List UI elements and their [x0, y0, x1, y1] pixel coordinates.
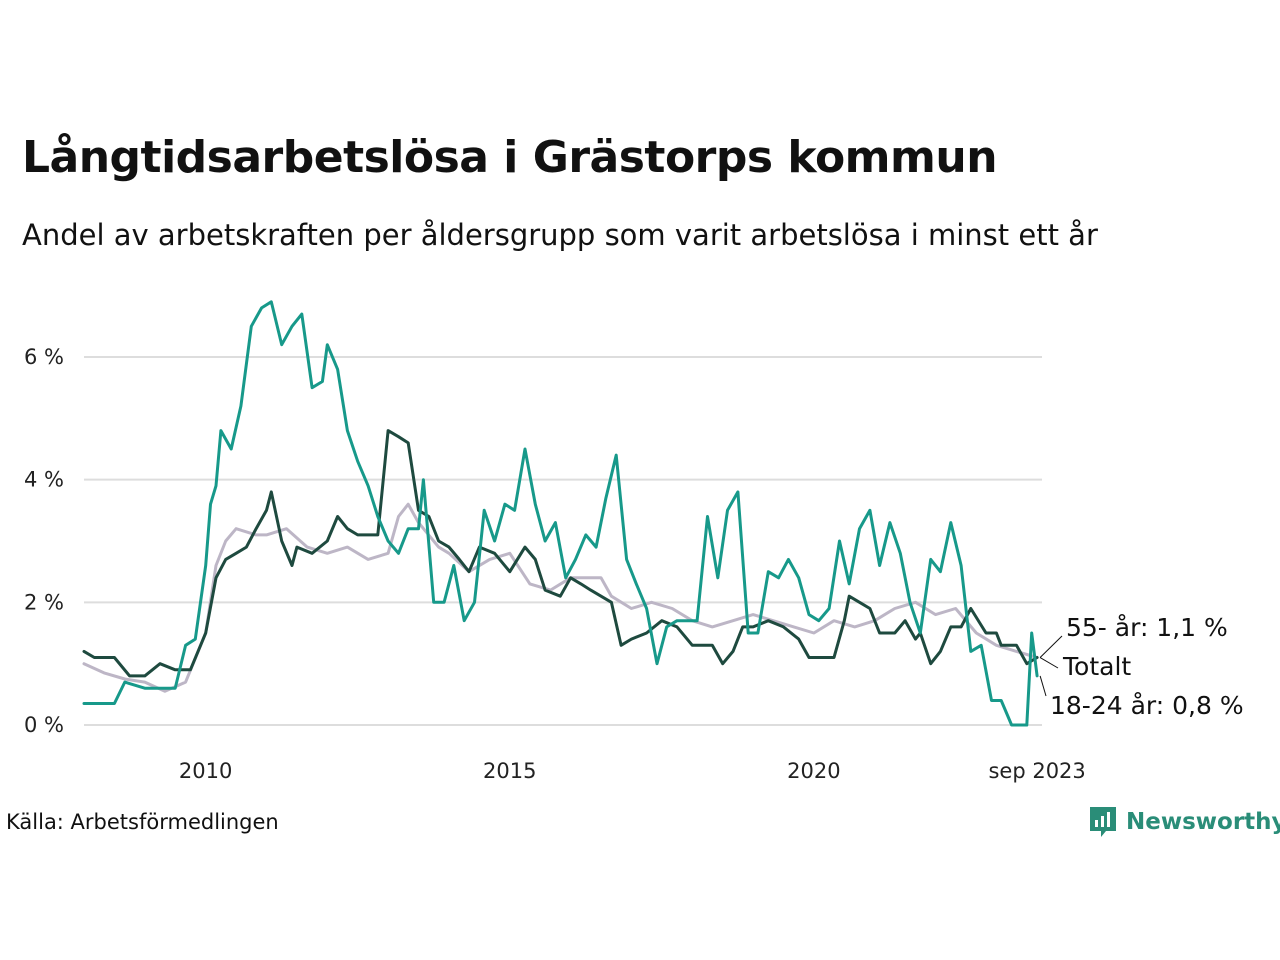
- x-tick-label: 2010: [179, 759, 232, 783]
- x-tick-label: sep 2023: [988, 759, 1085, 783]
- series-line-totalt: [82, 429, 1039, 678]
- newsworthy-logo-text: Newsworthy: [1126, 809, 1280, 835]
- end-label-18-24: 18-24 år: 0,8 %: [1050, 691, 1244, 720]
- x-tick-label: 2020: [787, 759, 840, 783]
- newsworthy-logo: Newsworthy: [1088, 805, 1280, 839]
- x-tick-label: 2015: [483, 759, 536, 783]
- newsworthy-logo-icon: [1090, 807, 1116, 837]
- end-label-total: Totalt: [1062, 652, 1131, 681]
- leader-line-18-24: [1039, 675, 1047, 697]
- leader-line-55: [1039, 635, 1063, 658]
- y-tick-label: 0 %: [24, 713, 64, 737]
- y-tick-label: 6 %: [24, 345, 64, 369]
- series-line-18-24-r: [82, 300, 1039, 727]
- y-axis: 0 % 2 % 4 % 6 %: [24, 345, 64, 737]
- y-tick-label: 2 %: [24, 590, 64, 614]
- x-axis: 2010 2015 2020 sep 2023: [179, 759, 1086, 783]
- y-tick-label: 4 %: [24, 468, 64, 492]
- series-lines: [82, 300, 1039, 727]
- chart-subtitle: Andel av arbetskraften per åldersgrupp s…: [22, 218, 1098, 252]
- end-labels: 55- år: 1,1 % Totalt 18-24 år: 0,8 %: [1039, 613, 1244, 720]
- source-note: Källa: Arbetsförmedlingen: [6, 810, 279, 834]
- chart-title: Långtidsarbetslösa i Grästorps kommun: [22, 132, 998, 183]
- series-line-55-r: [82, 502, 1039, 693]
- leader-line-total: [1039, 657, 1059, 669]
- gridlines: [84, 356, 1042, 726]
- end-label-55: 55- år: 1,1 %: [1066, 613, 1228, 642]
